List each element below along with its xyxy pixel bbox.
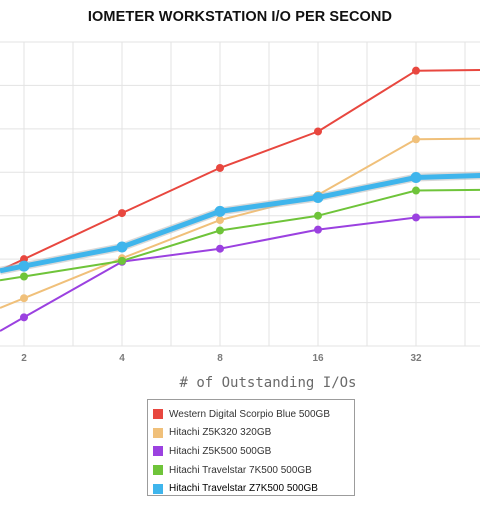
data-point xyxy=(312,191,324,203)
data-point xyxy=(216,226,224,235)
x-tick-label: 32 xyxy=(410,353,422,364)
series-western-digital-scorpio-blue-500gb xyxy=(0,66,480,272)
series-hitachi-travelstar-z7k500-500gb xyxy=(0,171,480,275)
chart-legend: Western Digital Scorpio Blue 500GB Hitach… xyxy=(147,399,355,496)
legend-swatch xyxy=(153,409,163,420)
series-hitachi-z5k500-500gb xyxy=(0,213,480,332)
data-point xyxy=(314,127,322,136)
data-point xyxy=(20,272,28,281)
data-point xyxy=(118,256,126,265)
data-point xyxy=(20,313,28,322)
data-point xyxy=(410,171,422,183)
data-point xyxy=(216,163,224,172)
data-point xyxy=(116,241,128,253)
grid-lines xyxy=(0,41,480,347)
legend-item-western-digital-scorpio-blue-500gb: Western Digital Scorpio Blue 500GB xyxy=(153,405,354,424)
data-point xyxy=(216,216,224,225)
data-point xyxy=(314,225,322,234)
legend-label: Western Digital Scorpio Blue 500GB xyxy=(169,408,331,420)
legend-swatch xyxy=(153,427,163,438)
series-line xyxy=(0,69,480,272)
legend-swatch xyxy=(153,483,163,494)
data-point xyxy=(214,205,226,217)
legend-label: Hitachi Z5K500 500GB xyxy=(169,445,272,457)
series-line xyxy=(0,215,480,332)
legend-swatch xyxy=(153,446,163,457)
series-line xyxy=(0,172,480,274)
data-point xyxy=(18,260,30,272)
data-point xyxy=(118,209,126,218)
x-tick-label: 8 xyxy=(217,353,223,364)
data-point xyxy=(20,294,28,303)
data-point xyxy=(314,211,322,220)
series-lines xyxy=(0,66,480,332)
series-line xyxy=(0,137,480,309)
legend-item-hitachi-z5k320-320gb: Hitachi Z5K320 320GB xyxy=(153,424,354,443)
legend-item-hitachi-z5k500-500gb: Hitachi Z5K500 500GB xyxy=(153,442,354,461)
x-tick-labels: 2 4 8 16 32 xyxy=(21,353,422,364)
legend-item-hitachi-travelstar-z7k500-500gb: Hitachi Travelstar Z7K500 500GB xyxy=(153,479,354,498)
data-point xyxy=(412,186,420,195)
data-point xyxy=(216,244,224,253)
x-tick-label: 16 xyxy=(312,353,324,364)
legend-swatch xyxy=(153,465,163,476)
x-tick-label: 2 xyxy=(21,353,27,364)
x-tick-label: 4 xyxy=(119,353,125,364)
chart-title: IOMETER WORKSTATION I/O PER SECOND xyxy=(87,9,393,25)
legend-item-hitachi-travelstar-7k500-500gb: Hitachi Travelstar 7K500 500GB xyxy=(153,461,354,480)
legend-label: Hitachi Travelstar 7K500 500GB xyxy=(169,464,312,476)
legend-label: Hitachi Z5K320 320GB xyxy=(169,427,272,439)
x-axis-title: # of Outstanding I/Os xyxy=(179,375,356,391)
series-hitachi-travelstar-7k500-500gb xyxy=(0,186,480,282)
data-point xyxy=(412,135,420,144)
data-point xyxy=(412,66,420,75)
series-line xyxy=(0,188,480,282)
data-point xyxy=(412,213,420,222)
legend-label: Hitachi Travelstar Z7K500 500GB xyxy=(169,483,318,495)
